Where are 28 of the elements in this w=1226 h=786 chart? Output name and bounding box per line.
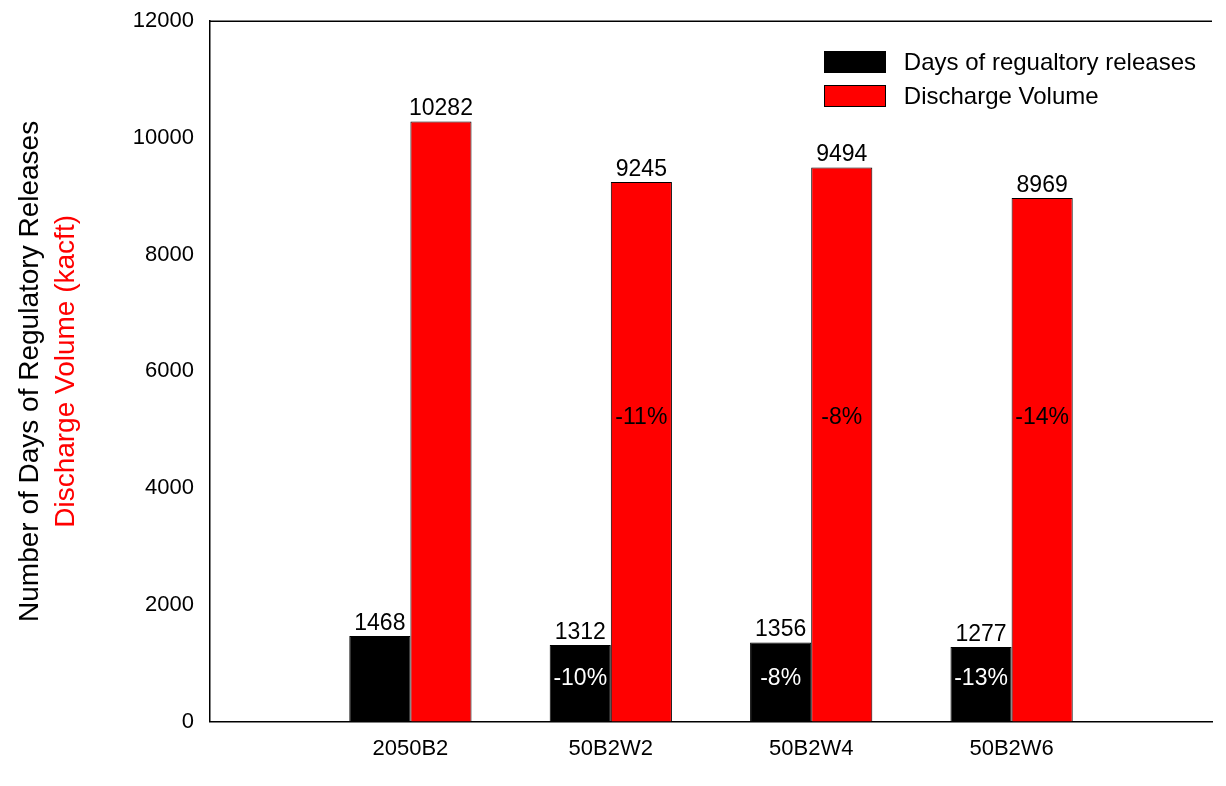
y-tick-label: 6000 [145,357,194,383]
y-tick-label: 4000 [145,474,194,500]
annotation: -11% [615,403,668,430]
y-tick-label: 8000 [145,240,194,266]
annotation: -14% [1015,403,1070,430]
data-label: 1468 [354,608,406,635]
y-tick-label: 0 [181,707,194,733]
y-tick-label: 10000 [132,124,194,149]
legend-label: Discharge Volume [903,82,1099,110]
data-label: 1356 [755,615,807,642]
data-label: 9245 [615,154,667,181]
data-label: 1277 [955,619,1007,646]
annotation: -13% [954,663,1008,690]
annotation: -8% [760,663,802,690]
y-tick-label: 12000 [132,7,194,33]
data-label: 8969 [1016,170,1068,197]
data-label: 1312 [554,617,606,644]
annotation: -8% [821,403,863,430]
annotation: -10% [553,663,608,690]
data-label: 9494 [816,140,868,167]
data-label: 10282 [408,94,473,121]
x-tick-label: 2050B2 [372,734,449,760]
x-tick-label: 50B2W2 [568,734,653,760]
x-tick-label: 50B2W6 [969,734,1054,760]
legend-label: Days of regualtory releases [903,48,1196,76]
x-tick-label: 50B2W4 [769,734,854,760]
y-axis-title: Number of Days of Regulatory Releases Discharge Volume (kacft) [12,120,80,622]
y-tick-label: 2000 [145,590,194,616]
